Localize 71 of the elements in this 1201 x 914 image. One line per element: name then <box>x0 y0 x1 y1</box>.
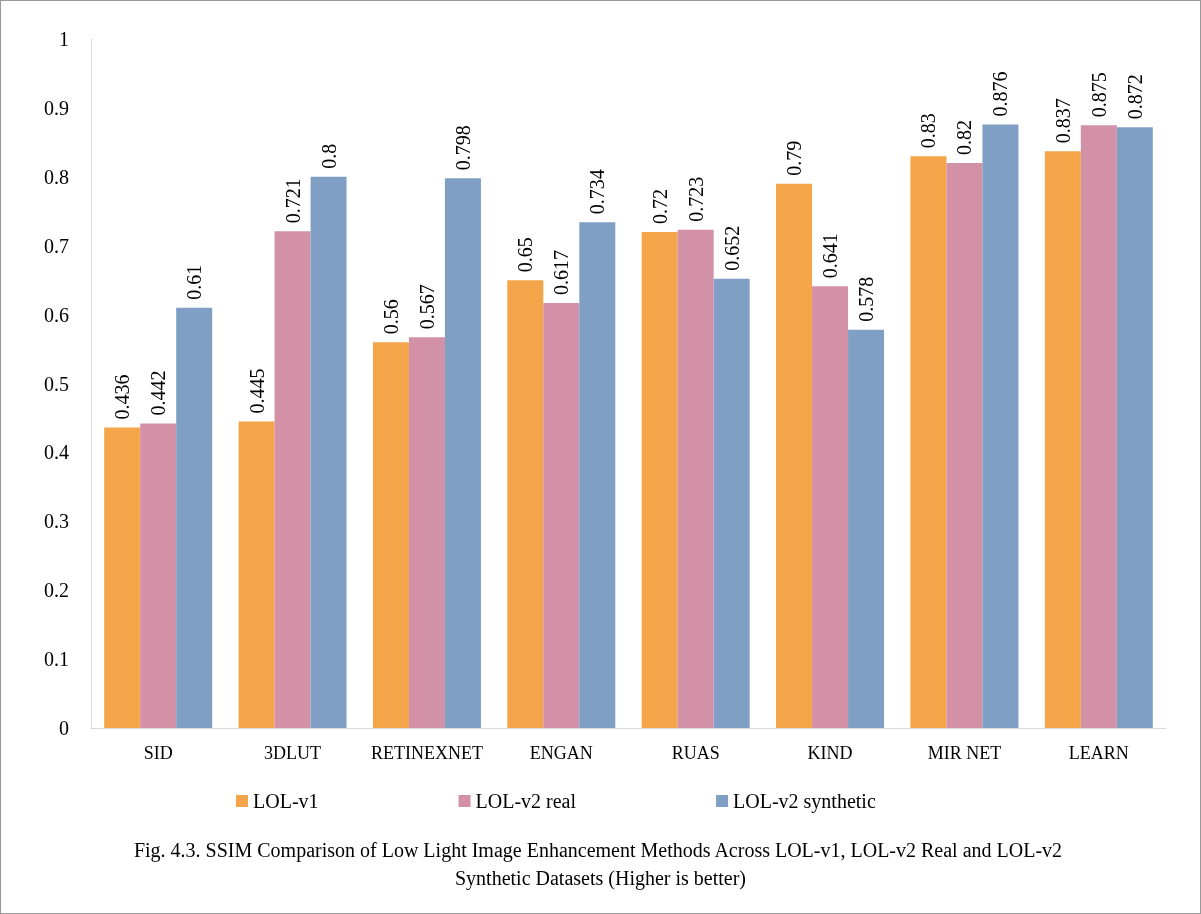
bar <box>579 222 616 728</box>
text: Fig. 4.3. SSIM Comparison of Low Light Image Enhancement Methods Across LOL-v1, LOL-v2 Real and LOL-v2 Synthetic Datasets (Higher is better) <box>133 839 1068 890</box>
bar <box>1044 151 1081 728</box>
data-label: 0.567 <box>415 284 438 330</box>
data-label: 0.798 <box>451 125 474 171</box>
data-label: 0.82 <box>953 120 976 156</box>
bar <box>310 176 347 728</box>
x-tick-label: RUAS <box>671 743 720 763</box>
x-tick-label: ENGAN <box>529 743 593 763</box>
data-label: 0.578 <box>855 276 878 322</box>
y-tick-label: 1 <box>59 28 69 50</box>
bar <box>713 278 750 728</box>
bar <box>507 280 544 728</box>
data-label: 0.875 <box>1087 72 1110 118</box>
x-tick-label: SID <box>143 743 173 763</box>
bar <box>140 423 177 728</box>
bar <box>812 286 849 728</box>
bar <box>982 124 1019 728</box>
x-tick-label: 3DLUT <box>264 743 322 763</box>
legend-label: LOL-v2 real <box>475 790 577 812</box>
data-label: 0.83 <box>917 113 940 149</box>
bar <box>1080 125 1117 728</box>
data-label: 0.734 <box>586 169 609 215</box>
bar <box>176 307 213 728</box>
legend-label: LOL-v1 <box>253 790 319 812</box>
data-label: 0.837 <box>1051 98 1074 144</box>
data-label: 0.445 <box>245 368 268 414</box>
y-tick-label: 0.7 <box>44 234 69 257</box>
data-label: 0.617 <box>550 249 573 295</box>
x-tick-label: LEARN <box>1068 743 1129 763</box>
bar <box>1116 127 1153 728</box>
bar <box>408 337 445 728</box>
bar <box>641 231 678 728</box>
y-tick-label: 0.5 <box>44 372 69 395</box>
data-label: 0.61 <box>183 264 206 300</box>
bar <box>372 342 409 728</box>
data-label: 0.8 <box>317 143 340 169</box>
data-label: 0.652 <box>720 225 743 271</box>
x-tick-label: RETINEXNET <box>370 743 483 763</box>
data-label: 0.872 <box>1123 74 1146 120</box>
legend-label: LOL-v2 synthetic <box>733 790 876 813</box>
data-label: 0.723 <box>684 176 707 222</box>
bar <box>910 156 947 728</box>
data-label: 0.65 <box>514 237 537 273</box>
data-label: 0.442 <box>147 370 170 416</box>
bar <box>104 427 141 728</box>
data-label: 0.72 <box>648 188 671 224</box>
bar <box>776 183 813 728</box>
y-tick-label: 0.1 <box>44 648 69 671</box>
data-label: 0.79 <box>783 140 806 176</box>
y-tick-label: 0.4 <box>44 441 69 464</box>
x-tick-label: KIND <box>807 743 853 763</box>
y-tick-label: 0 <box>59 717 69 739</box>
y-tick-label: 0.2 <box>44 579 69 602</box>
bar <box>946 163 983 728</box>
data-label: 0.641 <box>819 233 842 279</box>
x-tick-label: MIR NET <box>927 743 1002 763</box>
y-tick-label: 0.3 <box>44 510 69 533</box>
y-tick-label: 0.9 <box>44 96 69 119</box>
bar <box>238 421 275 728</box>
data-label: 0.876 <box>989 71 1012 117</box>
data-label: 0.56 <box>379 299 402 335</box>
bar <box>848 329 885 728</box>
bar <box>677 229 714 728</box>
y-tick-label: 0.6 <box>44 303 69 326</box>
bar <box>444 178 481 728</box>
data-label: 0.721 <box>281 178 304 224</box>
bar <box>274 231 311 728</box>
y-tick-label: 0.8 <box>44 165 69 188</box>
data-label: 0.436 <box>111 374 134 420</box>
bar <box>543 302 580 728</box>
